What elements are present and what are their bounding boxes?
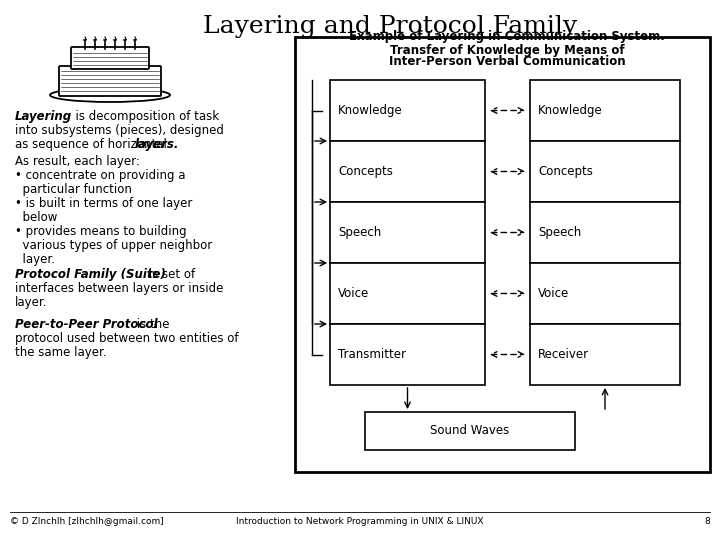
Text: Sound Waves: Sound Waves	[431, 424, 510, 437]
Text: interfaces between layers or inside: interfaces between layers or inside	[15, 282, 223, 295]
Bar	[330, 80, 485, 141]
Text: layer.: layer.	[15, 296, 48, 309]
Bar	[295, 37, 710, 472]
Text: • provides means to building: • provides means to building	[15, 225, 186, 238]
Text: • is built in terms of one layer: • is built in terms of one layer	[15, 197, 192, 210]
Bar	[330, 141, 485, 202]
Text: layers.: layers.	[135, 138, 179, 151]
Text: Protocol Family (Suite): Protocol Family (Suite)	[15, 268, 166, 281]
FancyBboxPatch shape	[59, 66, 161, 96]
Text: Transmitter: Transmitter	[338, 348, 406, 361]
Text: Concepts: Concepts	[338, 165, 393, 178]
Text: Example of Layering in Communication System.: Example of Layering in Communication Sys…	[349, 30, 665, 43]
Bar	[530, 80, 680, 141]
Text: Knowledge: Knowledge	[338, 104, 402, 117]
Text: into subsystems (pieces), designed: into subsystems (pieces), designed	[15, 124, 224, 137]
Text: below: below	[15, 211, 58, 224]
Text: Voice: Voice	[538, 287, 570, 300]
Bar	[365, 412, 575, 450]
Text: the same layer.: the same layer.	[15, 346, 107, 359]
Text: Knowledge: Knowledge	[538, 104, 603, 117]
Text: • concentrate on providing a: • concentrate on providing a	[15, 169, 186, 182]
Bar	[530, 202, 680, 263]
Text: Receiver: Receiver	[538, 348, 589, 361]
Text: Transfer of Knowledge by Means of: Transfer of Knowledge by Means of	[390, 44, 624, 57]
Text: Concepts: Concepts	[538, 165, 593, 178]
Text: is the: is the	[133, 318, 169, 331]
Text: layer.: layer.	[15, 253, 55, 266]
Ellipse shape	[50, 88, 170, 102]
Text: Speech: Speech	[338, 226, 382, 239]
FancyBboxPatch shape	[71, 47, 149, 69]
Text: Layering and Protocol Family: Layering and Protocol Family	[203, 15, 577, 38]
Bar	[530, 141, 680, 202]
Bar	[330, 263, 485, 324]
Text: is set of: is set of	[145, 268, 195, 281]
Text: Layering: Layering	[15, 110, 72, 123]
Text: is decomposition of task: is decomposition of task	[68, 110, 219, 123]
Text: Introduction to Network Programming in UNIX & LINUX: Introduction to Network Programming in U…	[236, 517, 484, 526]
Bar	[330, 202, 485, 263]
Text: as sequence of horizontal: as sequence of horizontal	[15, 138, 171, 151]
Text: various types of upper neighbor: various types of upper neighbor	[15, 239, 212, 252]
Bar	[530, 263, 680, 324]
Text: © D Zlnchlh [zlhchlh@gmail.com]: © D Zlnchlh [zlhchlh@gmail.com]	[10, 517, 163, 526]
Text: Speech: Speech	[538, 226, 581, 239]
Text: Voice: Voice	[338, 287, 369, 300]
Bar	[530, 324, 680, 385]
Text: Peer-to-Peer Protocol: Peer-to-Peer Protocol	[15, 318, 158, 331]
Text: Inter-Person Verbal Communication: Inter-Person Verbal Communication	[389, 55, 625, 68]
Text: protocol used between two entities of: protocol used between two entities of	[15, 332, 238, 345]
Text: As result, each layer:: As result, each layer:	[15, 155, 140, 168]
Bar	[330, 324, 485, 385]
Text: 8: 8	[704, 517, 710, 526]
Text: particular function: particular function	[15, 183, 132, 196]
